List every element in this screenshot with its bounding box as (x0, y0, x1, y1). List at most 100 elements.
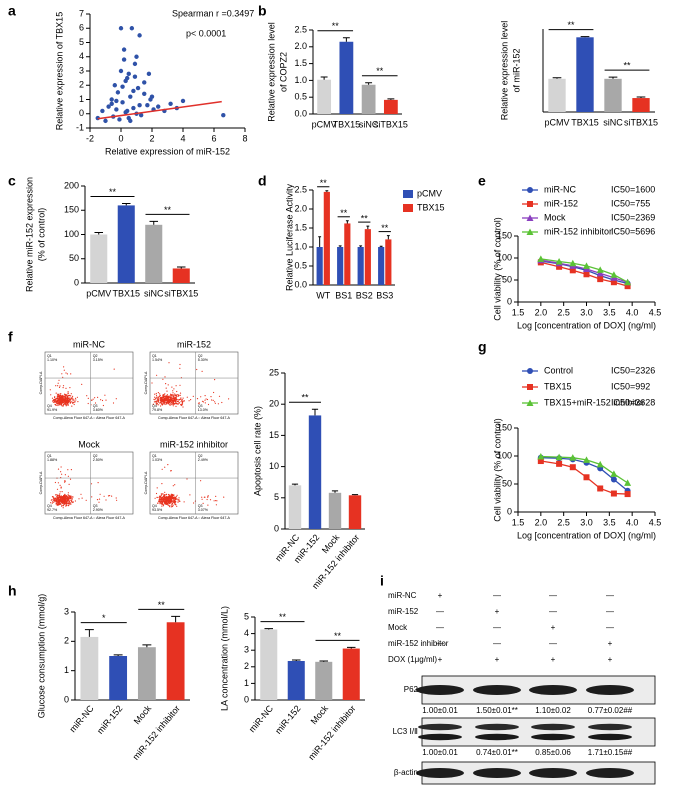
flow-dot (61, 373, 63, 375)
flow-dot (59, 491, 61, 493)
x-tick-label: pCMV (86, 288, 111, 298)
y-axis-label: Relative expression level (266, 22, 276, 122)
point (112, 83, 118, 88)
flow-dot (202, 502, 204, 504)
x-tick-label: siNC (359, 119, 379, 129)
treatment-sign: — (436, 607, 444, 616)
point (109, 97, 114, 102)
flow-dot (56, 502, 58, 504)
flow-dot (166, 394, 168, 396)
flow-dot (162, 500, 164, 502)
flow-dot (70, 469, 72, 471)
flow-dot (57, 468, 60, 470)
treatment-sign: — (549, 591, 557, 600)
flow-dot (160, 398, 162, 400)
flow-dot (168, 502, 170, 504)
flow-dot (70, 499, 72, 501)
blot-label: β-actin (394, 768, 418, 777)
flow-dot (61, 405, 63, 407)
marker (624, 479, 632, 486)
flow-dot (170, 500, 172, 502)
flow-dot (64, 394, 66, 396)
flow-dot (62, 387, 64, 389)
legend-label: Control (544, 365, 573, 375)
flow-dot (61, 402, 63, 404)
y-tick-label: 0 (507, 296, 512, 306)
row-label: miR-NC (388, 591, 417, 600)
point (126, 71, 131, 77)
x-tick-label: TBX15 (333, 119, 361, 129)
flow-dot (64, 481, 66, 483)
bar (260, 629, 278, 700)
flow-dot (64, 493, 66, 495)
flow-dot (168, 403, 170, 405)
quadrant-percent: 92.7% (47, 508, 58, 512)
flow-dot (175, 385, 177, 387)
flow-dot (168, 401, 170, 403)
flow-dot (51, 496, 54, 498)
blot-band (418, 723, 462, 731)
significance-label: ** (376, 66, 384, 76)
flow-dot (60, 503, 62, 505)
significance-label: * (102, 613, 106, 623)
flow-dot (172, 485, 174, 487)
flow-dot (67, 475, 69, 477)
flow-dot (176, 390, 178, 393)
y-tick-label: 20 (269, 399, 279, 409)
x-tick-label: Mock (132, 703, 154, 726)
quadrant-name: Q1 (152, 454, 157, 458)
x-axis-label: Relative expression of miR-152 (105, 146, 230, 156)
flow-dot (164, 398, 166, 400)
legend-annotation: IC50=2369 (611, 212, 655, 222)
flow-dot (50, 502, 52, 504)
flow-dot (53, 498, 55, 500)
error-bar (94, 232, 104, 235)
trend-line (97, 100, 222, 120)
y-tick-label: 0.0 (294, 279, 307, 289)
flow-dot (165, 395, 168, 397)
flow-dot (160, 403, 162, 405)
flow-dot (56, 494, 58, 496)
quadrant-percent: 2.49% (198, 458, 209, 462)
quadrant-percent: 13.0% (198, 408, 209, 412)
significance-label: ** (334, 631, 342, 641)
flow-dot (176, 505, 178, 507)
flow-dot (172, 390, 174, 392)
flow-dot (214, 402, 216, 404)
x-tick-label: pCMV (312, 119, 337, 129)
treatment-sign: + (438, 655, 443, 664)
flow-dot (167, 496, 169, 498)
flow-dot (62, 498, 64, 500)
bar (172, 268, 190, 283)
flow-dot (188, 400, 190, 402)
point (135, 85, 141, 91)
bar (342, 648, 360, 700)
flow-dot (87, 397, 89, 399)
treatment-sign: — (436, 639, 444, 648)
x-tick-label: Mock (309, 703, 331, 726)
flow-dot (164, 500, 166, 502)
quadrant-name: Q3 (93, 404, 98, 408)
flow-dot (170, 502, 172, 504)
flow-dot (170, 395, 172, 397)
flow-dot (59, 496, 61, 498)
y-tick-label: 6 (79, 23, 84, 33)
flow-dot (74, 401, 76, 403)
flow-dot (180, 403, 182, 406)
flow-dot (174, 496, 176, 498)
flow-dot (204, 395, 206, 397)
flow-dot (151, 382, 153, 384)
flow-dot (102, 404, 104, 407)
flow-dot (206, 398, 209, 401)
flow-dot (101, 399, 104, 402)
flow-dot (163, 497, 165, 499)
point (114, 107, 119, 112)
flow-dot (69, 503, 71, 505)
flow-dot (207, 504, 209, 506)
flow-dot (221, 401, 223, 404)
flow-dot (179, 384, 181, 386)
y-tick-label: 0 (244, 694, 249, 704)
y-tick-label: 100 (497, 450, 512, 460)
marker (610, 279, 617, 286)
y-tick-label: 50 (69, 253, 79, 263)
